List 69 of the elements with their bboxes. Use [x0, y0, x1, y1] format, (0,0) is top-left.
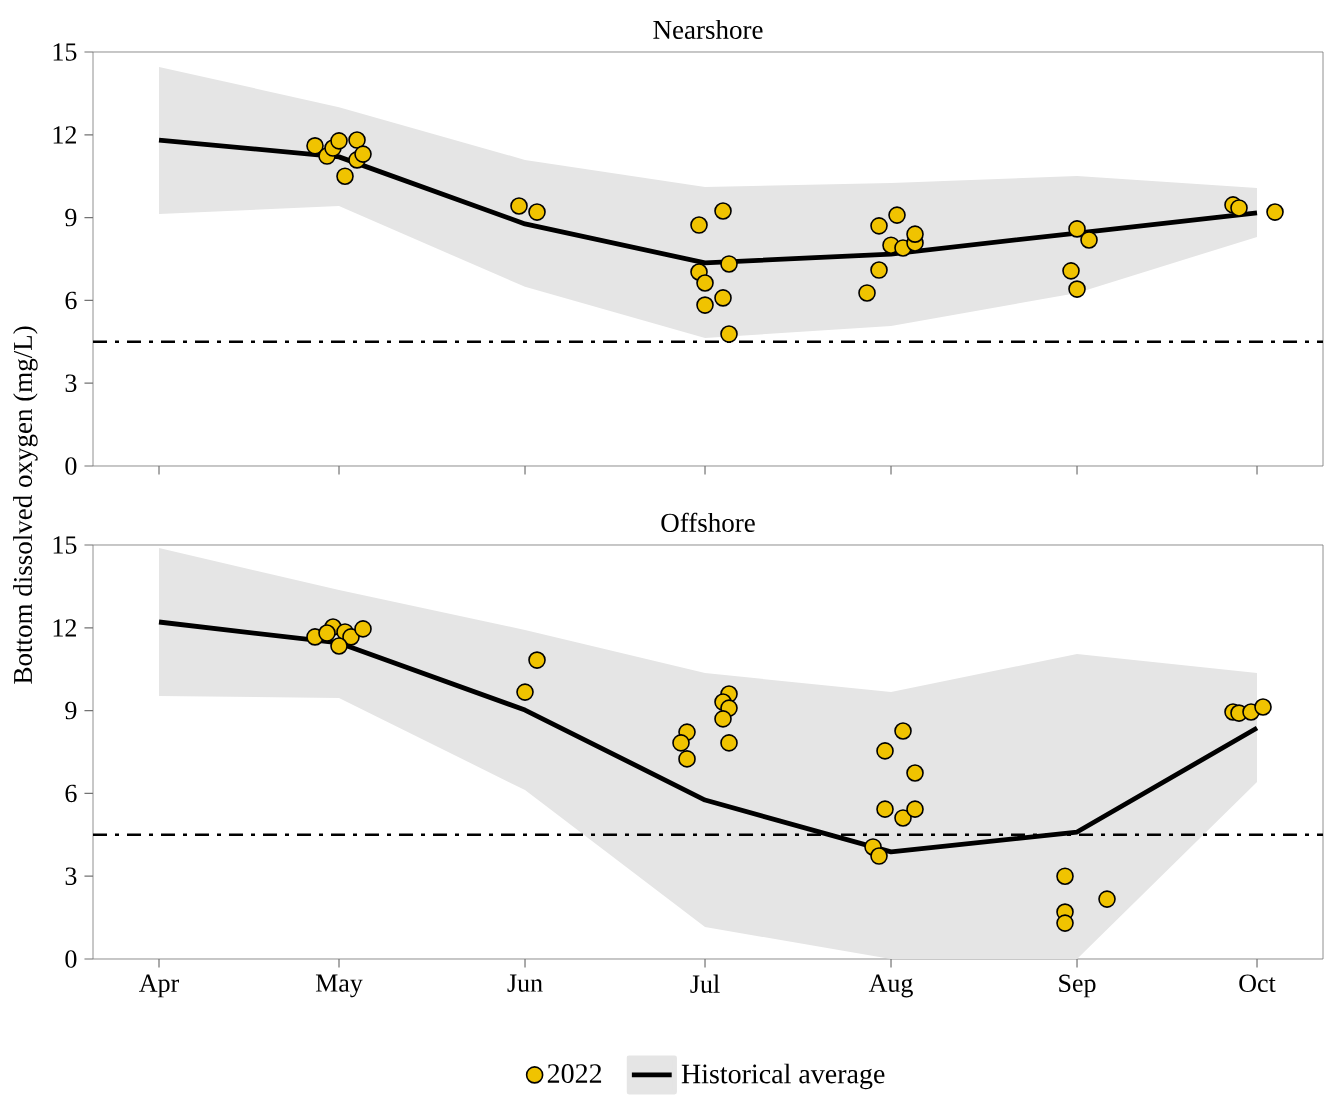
point: [1068, 280, 1086, 298]
point: [720, 255, 738, 273]
legend-label: 2022: [547, 1064, 602, 1084]
point: [1098, 890, 1116, 908]
point: [678, 750, 696, 768]
x-tick-label: Aug: [868, 974, 913, 998]
point: [330, 637, 348, 655]
y-tick-label: 15: [53, 43, 77, 61]
y-tick-label: 6: [65, 291, 77, 310]
point: [1056, 914, 1074, 932]
point: [336, 167, 354, 185]
point: [510, 197, 528, 215]
point: [906, 225, 924, 243]
point: [1254, 698, 1272, 716]
x-tick-label: May: [315, 974, 363, 998]
point: [1230, 199, 1248, 217]
point: [888, 206, 906, 224]
point: [858, 284, 876, 302]
point: [1062, 262, 1080, 280]
point: [696, 274, 714, 292]
point: [1056, 867, 1074, 885]
chart-title: Offshore: [661, 512, 755, 532]
x-tick-label: Apr: [139, 974, 179, 998]
point: [690, 216, 708, 234]
y-tick-label: 3: [65, 374, 77, 392]
point: [354, 620, 372, 638]
point: [330, 132, 348, 150]
point: [348, 131, 366, 149]
point: [906, 800, 924, 818]
x-tick-label: Jul: [690, 974, 720, 993]
point: [720, 734, 738, 752]
y-tick-label: 9: [65, 701, 77, 720]
point: [720, 325, 738, 343]
point: [528, 203, 546, 221]
point: [516, 683, 534, 701]
x-tick-label: Sep: [1059, 974, 1096, 998]
y-tick-label: 6: [65, 784, 77, 803]
point: [714, 202, 732, 220]
point: [870, 261, 888, 279]
point: [1068, 220, 1086, 238]
point: [894, 809, 912, 827]
chart-title: Nearshore: [653, 19, 763, 39]
x-tick-label: Jun: [507, 974, 543, 992]
point: [870, 847, 888, 865]
point: [672, 734, 690, 752]
point: [894, 722, 912, 740]
point: [876, 742, 894, 760]
legend-label: Historical average: [681, 1063, 885, 1090]
y-tick-label: 0: [65, 950, 77, 968]
x-tick-label: Oct: [1239, 974, 1276, 993]
point: [876, 800, 894, 818]
y-tick-label: 12: [53, 619, 76, 637]
point: [714, 289, 732, 307]
point: [1266, 203, 1284, 221]
y-tick-label: 12: [53, 126, 76, 144]
y-tick-label: 9: [65, 208, 77, 227]
y-tick-label: 3: [65, 867, 77, 885]
point: [870, 217, 888, 235]
point: [714, 710, 732, 728]
point: [1080, 231, 1098, 249]
point: [354, 145, 372, 163]
y-axis-title: Bottom dissolved oxygen (mg/L): [13, 326, 38, 684]
point: [528, 651, 546, 669]
y-tick-label: 15: [53, 536, 77, 554]
point: [906, 764, 924, 782]
y-tick-label: 0: [65, 457, 77, 475]
point: [318, 624, 336, 642]
point: [696, 296, 714, 314]
point: [306, 137, 324, 155]
